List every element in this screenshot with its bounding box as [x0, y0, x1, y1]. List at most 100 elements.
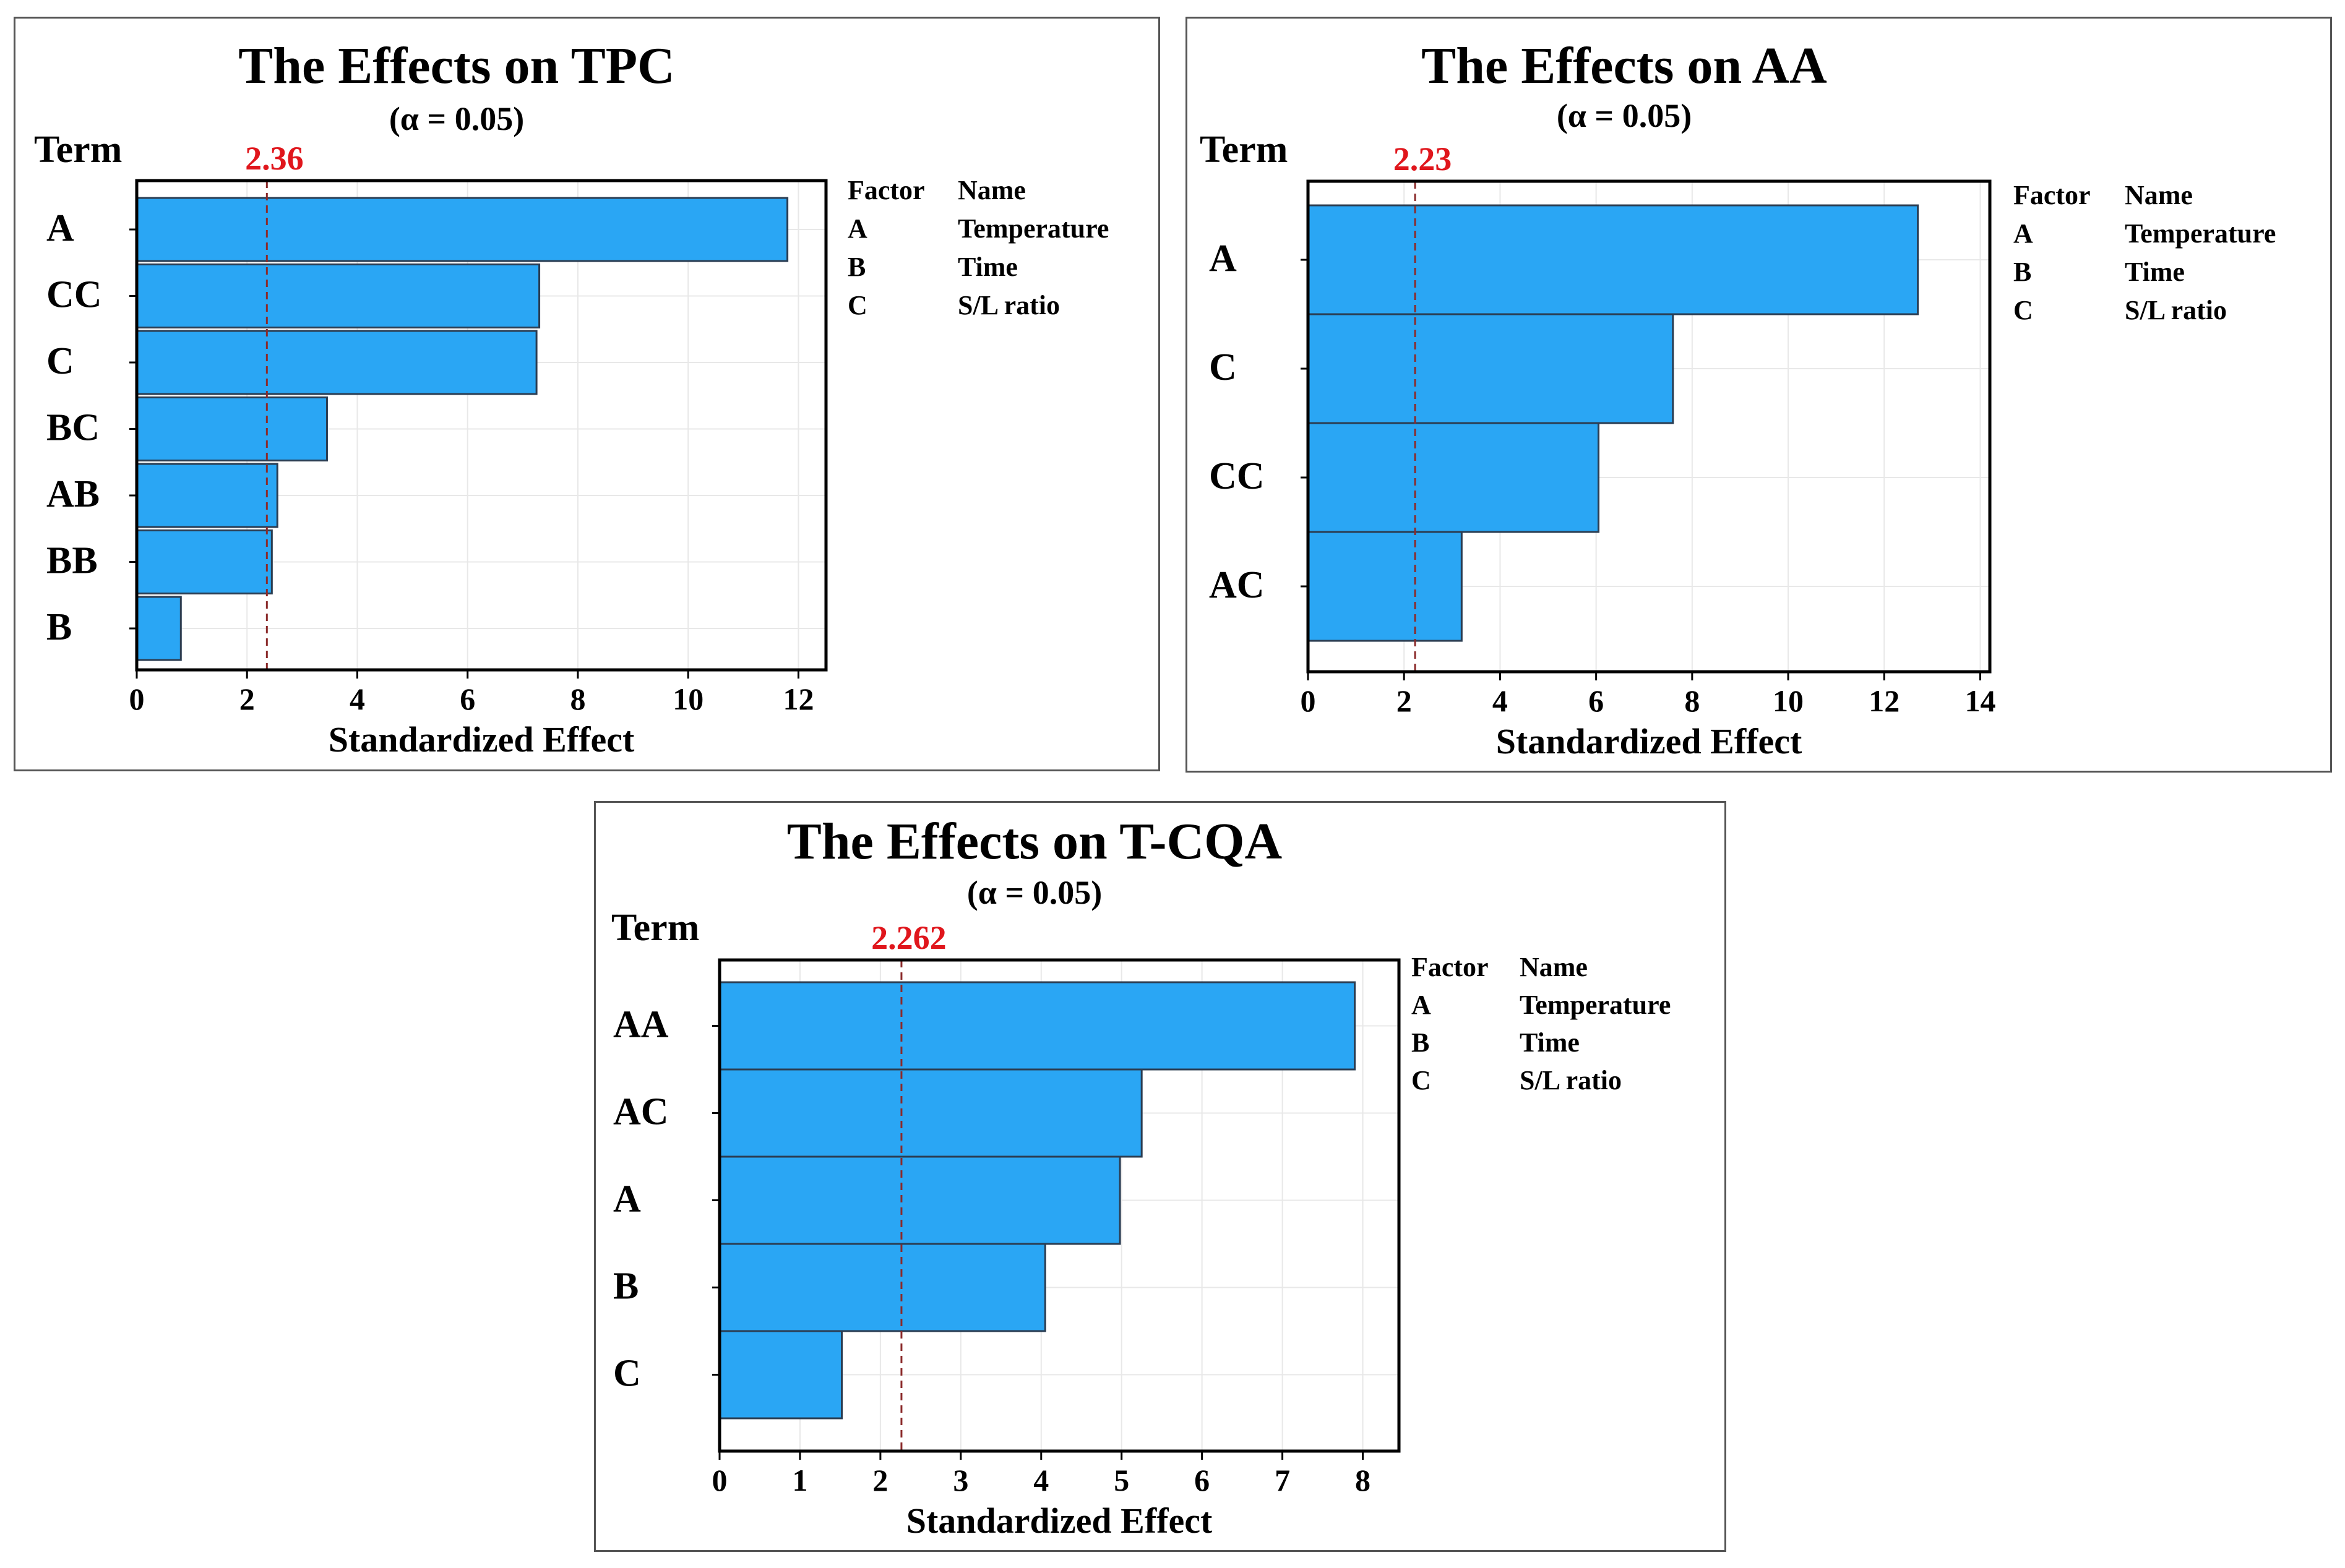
legend-name: S/L ratio: [2125, 295, 2227, 325]
reference-line-label: 2.23: [1393, 140, 1452, 178]
x-tick-label: 10: [673, 682, 704, 716]
x-axis-title: Standardized Effect: [1496, 721, 1802, 761]
chart-subtitle: (α = 0.05): [389, 100, 524, 137]
y-axis-title: Term: [1200, 129, 1288, 171]
legend-header-factor: Factor: [2013, 180, 2091, 210]
x-axis-title: Standardized Effect: [906, 1501, 1213, 1541]
legend: Factor Name A Temperature B Time C S/L ratio: [848, 175, 1109, 320]
x-tick-label: 8: [1355, 1463, 1370, 1497]
x-tick-label: 4: [350, 682, 365, 716]
bar-b: [718, 1243, 1046, 1332]
y-tick-label: CC: [1209, 455, 1265, 497]
legend-name: Time: [2125, 257, 2185, 287]
chart-svg-tpc: The Effects on TPC(α = 0.05)TermACCCBCAB…: [34, 37, 1109, 760]
x-tick-label: 1: [792, 1463, 807, 1497]
bar-a: [136, 197, 789, 262]
x-tick-label: 3: [953, 1463, 968, 1497]
y-tick-label: B: [613, 1266, 639, 1308]
y-tick-label: C: [1209, 346, 1237, 388]
legend-factor: A: [1411, 990, 1431, 1020]
legend-name: Temperature: [2125, 218, 2276, 249]
bar-bc: [136, 396, 328, 461]
bar-ab: [136, 463, 278, 528]
legend-name: Time: [1520, 1027, 1580, 1058]
x-tick-label: 2: [872, 1463, 888, 1497]
y-tick-label: C: [613, 1353, 641, 1395]
x-tick-label: 5: [1114, 1463, 1129, 1497]
bar-c: [1307, 313, 1674, 424]
y-tick-label: A: [46, 207, 74, 249]
bar-bb: [136, 529, 273, 594]
chart-title: The Effects on TPC: [238, 37, 674, 95]
x-tick-label: 6: [460, 682, 475, 716]
y-axis-title: Term: [34, 129, 122, 171]
y-tick-label: A: [1209, 238, 1237, 280]
legend-header-name: Name: [1520, 952, 1588, 982]
x-axis-title: Standardized Effect: [329, 719, 635, 760]
y-axis-title: Term: [611, 907, 699, 949]
chart-panel-aa: The Effects on AA (α = 0.05) Term A C CC AC 2.2…: [1185, 17, 2332, 773]
bar-a: [718, 1155, 1121, 1245]
bar-a: [1307, 204, 1919, 315]
legend-factor: B: [2013, 257, 2031, 287]
y-tick-label: AB: [46, 473, 100, 515]
legend-header-factor: Factor: [1411, 952, 1489, 982]
legend-factor: A: [848, 213, 867, 244]
reference-line-label: 2.36: [245, 140, 304, 177]
y-tick-label: AA: [613, 1004, 669, 1046]
legend-name: S/L ratio: [1520, 1065, 1622, 1095]
chart-title: The Effects on AA: [1421, 37, 1827, 95]
x-tick-label: 0: [129, 682, 145, 716]
x-tick-label: 0: [1301, 683, 1316, 718]
bar-c: [718, 1330, 843, 1420]
legend-factor: A: [2013, 218, 2033, 249]
x-tick-label: 4: [1033, 1463, 1049, 1497]
reference-line-label: 2.262: [871, 919, 947, 956]
x-tick-label: 6: [1194, 1463, 1210, 1497]
legend-factor: C: [848, 290, 867, 320]
x-tick-label: 7: [1275, 1463, 1290, 1497]
bar-cc: [1307, 422, 1600, 533]
x-tick-label: 8: [570, 682, 585, 716]
y-tick-label: AC: [1209, 564, 1265, 606]
legend-factor: C: [2013, 295, 2033, 325]
x-tick-label: 2: [1396, 683, 1412, 718]
legend-header-name: Name: [958, 175, 1026, 205]
y-tick-label: AC: [613, 1091, 669, 1133]
chart-panel-tcqa: The Effects on T-CQA (α = 0.05) Term AA AC A B…: [594, 801, 1726, 1552]
y-tick-label: BC: [46, 407, 100, 449]
bar-ac: [1307, 531, 1463, 642]
plot-frame: [1306, 179, 1992, 674]
x-tick-label: 12: [1869, 683, 1900, 718]
y-tick-label: B: [46, 606, 72, 648]
plot-frame: [135, 179, 828, 672]
x-tick-label: 6: [1588, 683, 1604, 718]
legend: Factor Name A Temperature B Time C S/L ratio: [1411, 952, 1671, 1095]
y-tick-label: BB: [46, 540, 98, 582]
chart-title: The Effects on T-CQA: [787, 813, 1283, 870]
chart-panel-tpc: The Effects on TPC (α = 0.05) Term A CC C BC AB…: [14, 17, 1160, 771]
x-tick-label: 10: [1773, 683, 1804, 718]
legend-name: Temperature: [1520, 990, 1671, 1020]
x-tick-label: 0: [712, 1463, 728, 1497]
legend-name: Temperature: [958, 213, 1109, 244]
chart-svg-tcqa: The Effects on T-CQA(α = 0.05)TermAAACAB…: [611, 813, 1671, 1541]
bar-b: [136, 596, 182, 661]
x-tick-label: 14: [1964, 683, 1995, 718]
y-tick-label: A: [613, 1178, 641, 1220]
chart-svg-aa: The Effects on AA(α = 0.05)TermACCCAC2.2…: [1200, 37, 2276, 761]
legend-factor: B: [848, 252, 866, 282]
legend-header-factor: Factor: [848, 175, 925, 205]
legend-name: S/L ratio: [958, 290, 1060, 320]
x-tick-label: 2: [239, 682, 255, 716]
y-tick-label: C: [46, 340, 74, 382]
legend-factor: B: [1411, 1027, 1429, 1058]
chart-subtitle: (α = 0.05): [967, 874, 1102, 911]
x-tick-label: 12: [783, 682, 814, 716]
legend-factor: C: [1411, 1065, 1431, 1095]
x-tick-label: 4: [1492, 683, 1508, 718]
plot-frame: [718, 958, 1401, 1453]
chart-subtitle: (α = 0.05): [1557, 97, 1692, 134]
legend-name: Time: [958, 252, 1018, 282]
y-tick-label: CC: [46, 274, 102, 316]
